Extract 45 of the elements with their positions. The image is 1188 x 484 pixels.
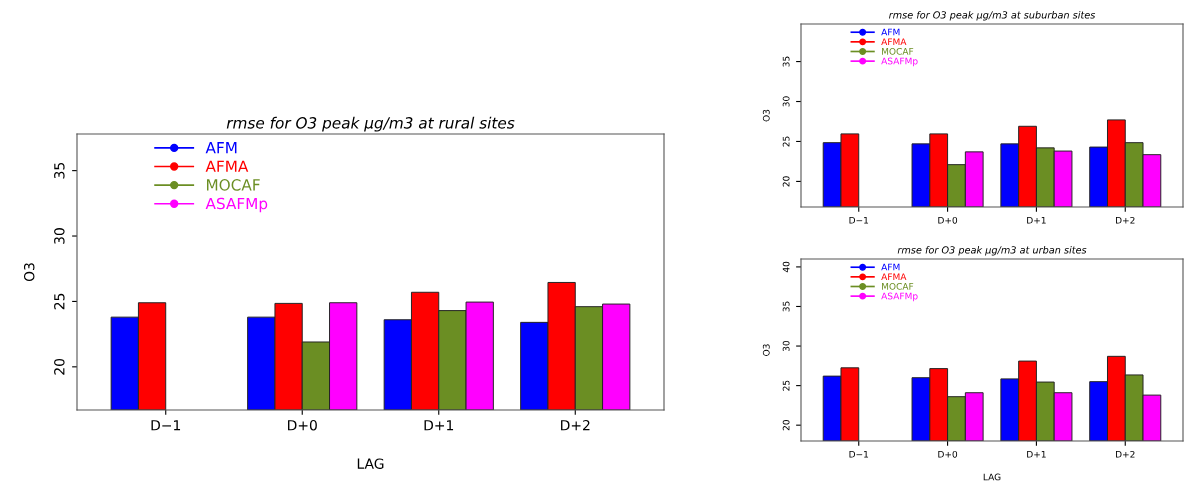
y-axis-title: O3 (23, 263, 35, 282)
legend-label: AFM (881, 263, 900, 271)
y-tick-label: 35 (782, 56, 790, 67)
y-tick-label: 35 (54, 163, 65, 179)
x-tick-label: D−1 (849, 451, 869, 458)
x-tick-label: D+1 (1027, 217, 1046, 224)
x-tick-label: D+1 (424, 420, 454, 431)
legend-label: AFMA (205, 160, 249, 172)
legend-label: MOCAF (882, 282, 914, 290)
legend-label: AFM (881, 28, 900, 36)
legend-label: AFM (205, 142, 237, 154)
x-axis-title: LAG (357, 458, 384, 469)
chart-title: rmse for O3 peak µg/m3 at suburban sites (889, 11, 1096, 21)
x-tick-label: D+2 (561, 419, 590, 431)
x-tick-label: D+2 (1116, 450, 1135, 458)
y-tick-label: 25 (782, 380, 790, 391)
y-axis-title: O3 (762, 109, 770, 122)
y-tick-label: 30 (782, 340, 790, 352)
x-tick-label: D−1 (151, 420, 181, 431)
y-tick-label: 35 (782, 301, 790, 312)
chart-title: rmse for O3 peak µg/m3 at urban sites (897, 246, 1087, 256)
y-tick-label: 30 (782, 96, 790, 107)
chart-title: rmse for O3 peak µg/m3 at rural sites (226, 116, 515, 132)
x-tick-label: D+1 (1027, 451, 1046, 458)
x-tick-label: D+0 (938, 450, 958, 458)
y-tick-label: 30 (54, 228, 65, 244)
y-tick-label: 20 (782, 420, 790, 431)
x-tick-label: D+0 (938, 216, 958, 224)
legend-label: AFMA (881, 38, 907, 46)
x-axis-title: LAG (983, 473, 1001, 481)
y-tick-label: 40 (782, 261, 790, 273)
x-tick-label: D+0 (288, 419, 317, 431)
y-tick-label: 25 (54, 293, 65, 310)
y-axis-title: O3 (762, 344, 770, 356)
y-tick-label: 20 (782, 176, 790, 187)
legend-label: MOCAF (206, 179, 260, 191)
y-tick-label: 20 (54, 358, 65, 375)
x-tick-label: D−1 (849, 217, 869, 224)
legend-label: ASAFMp (205, 197, 268, 213)
legend-label: ASAFMp (881, 57, 918, 67)
x-tick-label: D+2 (1116, 216, 1135, 224)
legend-label: MOCAF (882, 47, 914, 55)
legend-label: ASAFMp (881, 292, 918, 302)
legend-label: AFMA (881, 273, 907, 281)
y-tick-label: 25 (782, 136, 790, 147)
